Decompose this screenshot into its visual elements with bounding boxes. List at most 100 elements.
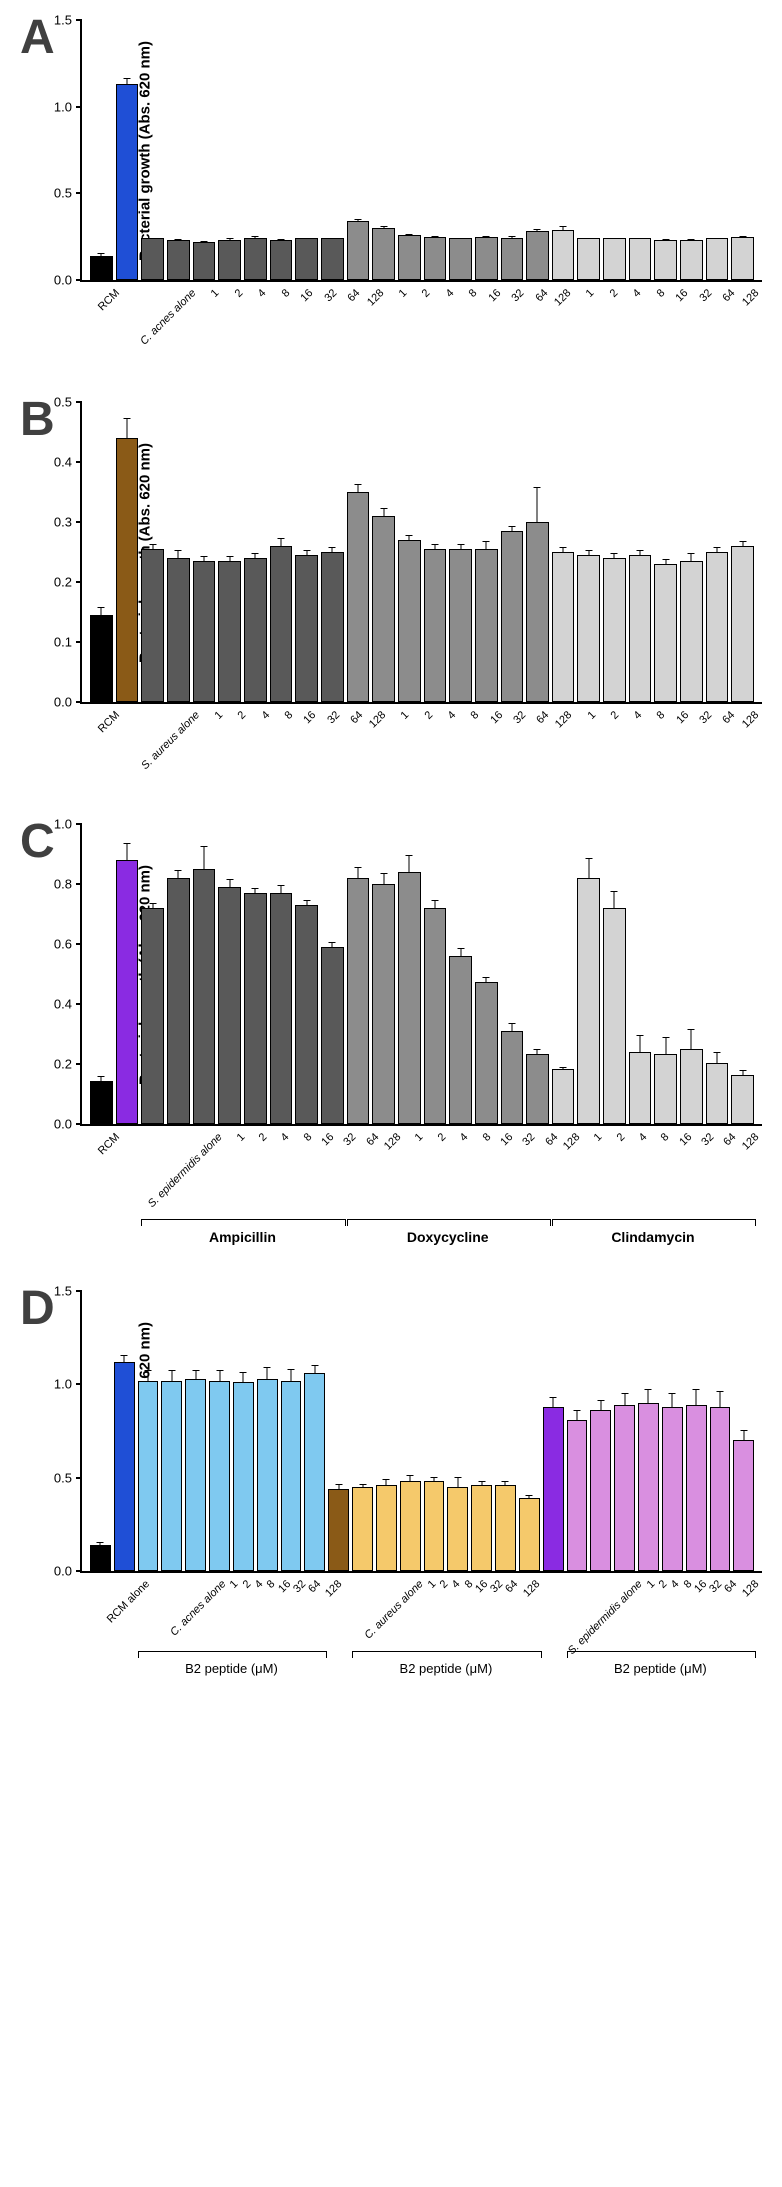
xlabel: 64 [723,1578,740,1595]
xlabel: 4 [433,287,456,310]
bar [270,240,293,280]
error-bar [717,547,718,553]
error-bar [588,238,589,240]
error-bar [178,870,179,879]
xlabel: RCM [96,709,122,735]
bar [116,84,139,280]
xlabel: 16 [314,1131,336,1153]
error-bar [672,1393,673,1408]
error-bar [255,888,256,894]
bar [710,1407,731,1571]
error-bar [291,1369,292,1382]
bar [501,531,524,702]
ytick-label: 1.0 [37,99,72,114]
error-bar [203,241,204,243]
error-bar [314,1365,315,1374]
bar [501,1031,524,1124]
bar [167,558,190,702]
error-bar [409,855,410,873]
error-bar [332,238,333,240]
bar [218,887,241,1124]
xlabel: 4 [246,287,269,310]
bars-container [82,1291,762,1571]
xlabel: 16 [668,287,691,310]
xlabel: 4 [448,1131,470,1153]
bar [244,893,267,1124]
bar [141,549,164,702]
error-bar [306,900,307,906]
error-bar [267,1367,268,1380]
ytick-label: 0.2 [37,1057,72,1072]
xlabel: 16 [296,709,319,732]
xlabel: 2 [426,1131,448,1153]
xlabel: 8 [459,709,482,732]
bar [552,552,575,702]
xlabels: RCM aloneC. acnes alone1248163264128C. a… [82,1571,762,1583]
xlabel: 1 [404,1131,426,1153]
xlabel: 16 [493,1131,515,1153]
bar [577,555,600,702]
bar [372,884,395,1124]
xlabel: 2 [226,709,249,732]
bar [116,860,139,1124]
bar [328,1489,349,1571]
xlabel: 2 [222,287,245,310]
xlabel: 128 [521,1578,542,1599]
chart-wrap: Bacterial growth (Abs. 620 nm)0.00.20.40… [80,824,762,1126]
xlabel: 32 [316,287,339,310]
error-bar [383,873,384,885]
error-bar [152,903,153,909]
bar [90,256,113,280]
error-bar [332,547,333,553]
xlabel: 1 [199,287,222,310]
error-bar [742,236,743,238]
group-bracket [138,1651,328,1658]
error-bar [280,538,281,547]
plot-area: 0.00.51.01.5RCMC. acnes alone12481632641… [80,20,762,282]
bars-container [82,20,762,280]
bar [400,1481,421,1571]
bar [424,1481,445,1571]
error-bar [624,1393,625,1406]
bar [733,1440,754,1571]
bar [218,561,241,702]
xlabel: 1 [203,709,226,732]
bar [398,872,421,1124]
ytick-label: 0.0 [37,695,72,710]
bar [376,1485,397,1571]
error-bar [203,846,204,870]
bar [543,1407,564,1571]
xlabel: RCM alone [105,1578,152,1625]
bar [304,1373,325,1571]
xlabel: 16 [293,287,316,310]
error-bar [665,239,666,241]
bar [731,546,754,702]
group-label: Clindamycin [552,1229,754,1245]
chart-wrap: Bacterial growth (Abs. 620 nm)0.00.10.20… [80,402,762,704]
error-bar [280,239,281,241]
bar [244,558,267,702]
bar [680,1049,703,1124]
error-bar [743,1430,744,1441]
ytick-label: 0.3 [37,515,72,530]
error-bar [229,238,230,241]
error-bar [255,553,256,559]
bar [321,947,344,1124]
bar [475,549,498,702]
ytick-label: 0.4 [37,997,72,1012]
plot-area: 0.00.51.01.5RCM aloneC. acnes alone12481… [80,1291,762,1573]
error-bar [152,238,153,240]
bars-container [82,402,762,702]
xlabel: 32 [515,1131,537,1153]
error-bar [563,226,564,231]
error-bar [434,236,435,238]
xlabel: 1 [574,287,597,310]
bar [471,1485,492,1571]
ytick-label: 1.0 [37,1377,72,1392]
plot-area: 0.00.20.40.60.81.0RCMS. epidermidis alon… [80,824,762,1126]
group-bracket [567,1651,757,1658]
error-bar [338,1484,339,1490]
error-bar [614,238,615,240]
bar [424,237,447,280]
bar [654,240,677,280]
